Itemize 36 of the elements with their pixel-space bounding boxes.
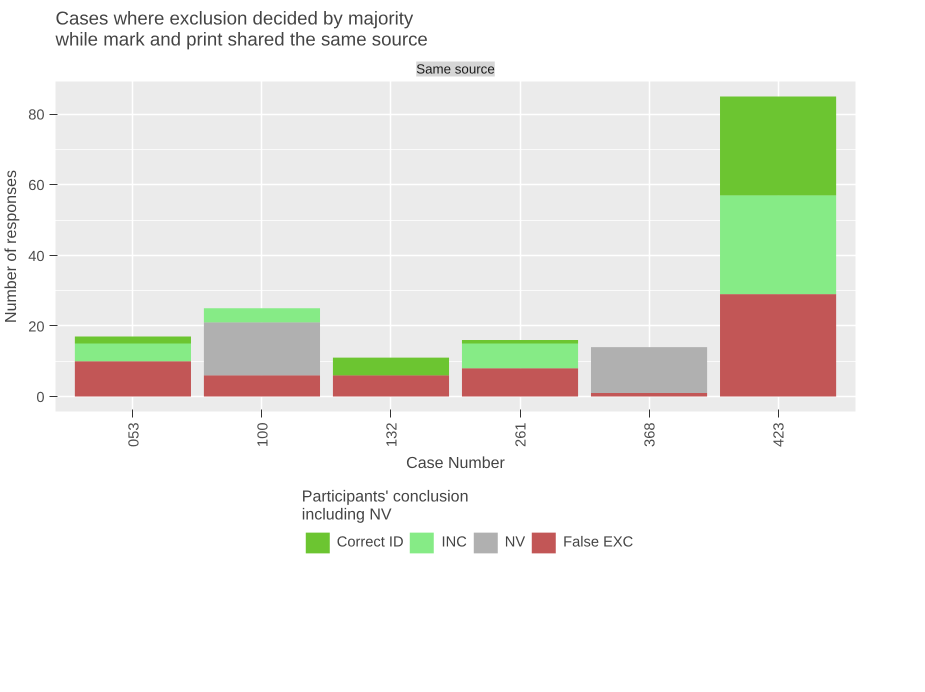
bar — [74, 336, 191, 344]
x-axis-title: Case Number — [406, 454, 506, 472]
bar — [204, 322, 320, 376]
bar — [720, 195, 836, 294]
x-tick-label: 261 — [514, 422, 530, 447]
bar — [462, 368, 578, 396]
y-tick-label: 40 — [28, 248, 45, 265]
bar — [74, 344, 191, 362]
legend-label: False EXC — [563, 534, 634, 550]
bar — [332, 375, 450, 396]
x-tick-label: 053 — [126, 422, 142, 447]
y-tick-label: 60 — [28, 178, 45, 194]
bar — [332, 358, 450, 376]
x-tick-label: 132 — [384, 422, 400, 447]
y-tick-label: 0 — [36, 390, 45, 406]
legend-label: Correct ID — [336, 534, 404, 550]
chart-subtitle: Same source — [416, 62, 495, 76]
bar — [720, 294, 836, 396]
y-tick-label: 20 — [28, 319, 45, 336]
x-tick-label: 423 — [772, 422, 788, 447]
chart-title: Cases where exclusion decided by majority while mark and print shared the same source — [54, 8, 428, 50]
bar — [74, 361, 191, 396]
y-tick-label: 80 — [28, 108, 45, 124]
bar — [590, 347, 708, 393]
bar — [462, 344, 578, 368]
bar — [462, 340, 578, 344]
y-axis-title: Number of responses — [3, 170, 20, 323]
legend-title: Participants' conclusion including NV — [302, 488, 470, 524]
bar — [720, 96, 836, 196]
x-tick-label: 100 — [255, 422, 272, 447]
bar — [590, 392, 708, 396]
bar — [204, 375, 320, 396]
bar — [204, 308, 320, 322]
legend-label: INC — [442, 534, 467, 550]
legend-label: NV — [504, 534, 526, 550]
x-tick-label: 368 — [642, 422, 659, 447]
